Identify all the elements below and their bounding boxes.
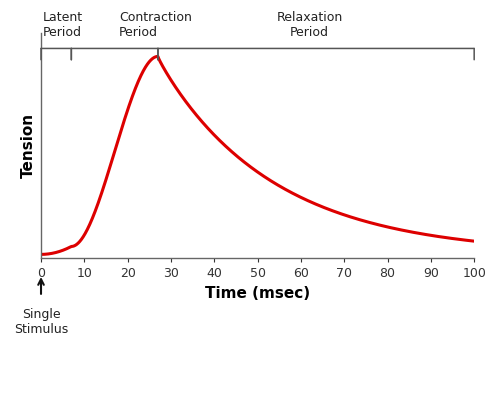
Y-axis label: Tension: Tension <box>20 113 36 178</box>
X-axis label: Time (msec): Time (msec) <box>205 286 310 301</box>
Text: Latent
Period: Latent Period <box>43 12 84 40</box>
Text: Single
Stimulus: Single Stimulus <box>14 308 68 336</box>
Text: Relaxation
Period: Relaxation Period <box>276 12 342 40</box>
Text: Contraction
Period: Contraction Period <box>119 12 192 40</box>
